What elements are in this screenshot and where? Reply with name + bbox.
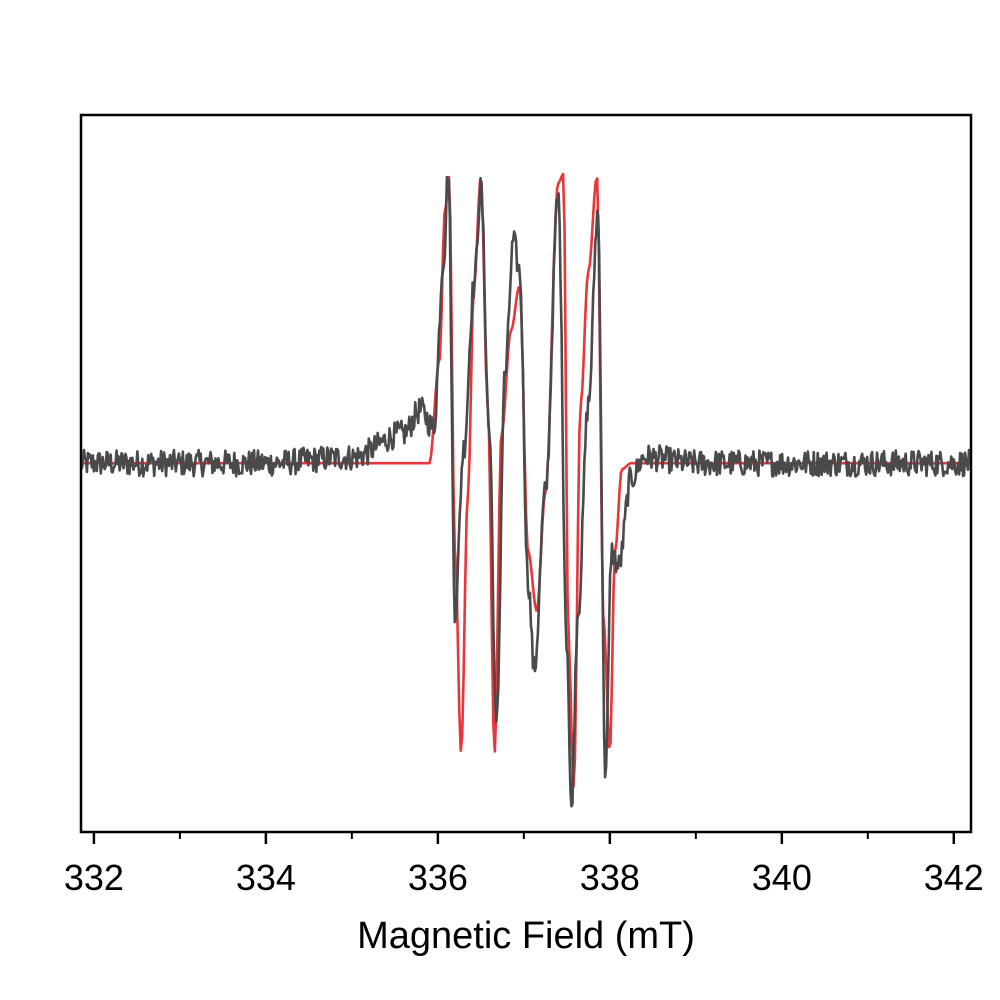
x-axis-ticks (92, 832, 956, 844)
x-tick-label: 338 (580, 857, 640, 898)
series-layer (82, 172, 970, 808)
x-axis-tick-labels: 332 334 336 338 340 342 (64, 857, 984, 898)
x-axis-title: Magnetic Field (mT) (357, 915, 695, 957)
x-tick-label: 342 (924, 857, 984, 898)
x-tick-label: 336 (408, 857, 468, 898)
x-tick-label: 332 (64, 857, 124, 898)
experimental-spectrum-line (82, 175, 970, 808)
x-tick-label: 340 (752, 857, 812, 898)
x-tick-label: 334 (236, 857, 296, 898)
